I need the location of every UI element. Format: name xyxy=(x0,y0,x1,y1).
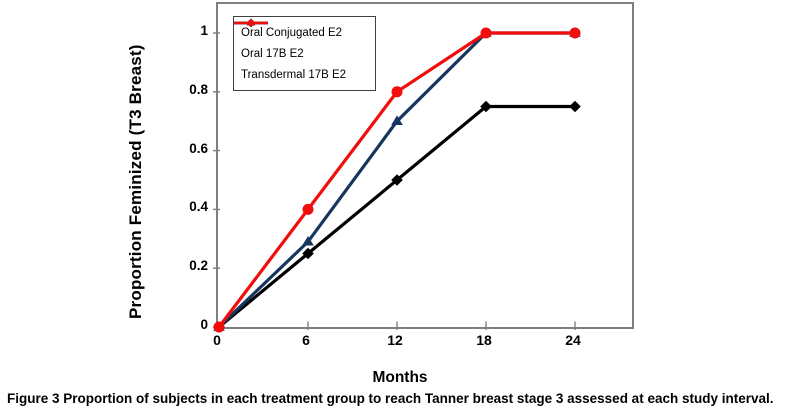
y-tick-label: 0 xyxy=(200,317,208,332)
data-point-marker xyxy=(302,203,314,215)
x-tick-label: 6 xyxy=(302,332,310,348)
circle-marker-icon xyxy=(234,19,268,27)
legend-item: Oral 17B E2 xyxy=(234,18,371,64)
y-tick-label: 0.8 xyxy=(189,81,208,97)
data-point-marker xyxy=(391,174,403,186)
x-tick-label: 12 xyxy=(387,332,403,348)
legend-label: Transdermal 17B E2 xyxy=(241,68,347,81)
figure-caption-label: Figure 3 xyxy=(7,391,60,406)
legend-label: Oral 17B E2 xyxy=(241,47,304,60)
data-point-marker xyxy=(247,19,255,27)
series-line xyxy=(217,104,575,329)
data-point-marker xyxy=(391,115,403,125)
data-point-marker xyxy=(480,27,492,39)
data-point-marker xyxy=(391,86,403,98)
y-tick-label: 0.4 xyxy=(189,199,208,215)
x-tick-label: 24 xyxy=(565,332,581,348)
y-tick-label: 0.6 xyxy=(189,140,208,156)
data-point-marker xyxy=(213,321,225,333)
x-tick-label: 18 xyxy=(476,332,492,348)
x-axis-title: Months xyxy=(372,369,428,386)
x-tick-label: 0 xyxy=(213,332,221,348)
legend-box: Oral Conjugated E2 Oral 17B E2 Transdermal… xyxy=(233,16,376,91)
chart-canvas xyxy=(213,27,581,333)
data-point-marker xyxy=(302,247,314,260)
data-point-marker xyxy=(302,235,314,246)
data-point-marker xyxy=(480,100,492,113)
y-tick-label: 1 xyxy=(200,23,208,38)
data-point-marker xyxy=(569,100,581,113)
plot-area: Oral Conjugated E2 Oral 17B E2 Transdermal… xyxy=(213,2,634,333)
legend-item: Transdermal 17B E2 xyxy=(234,19,371,85)
data-point-marker xyxy=(569,27,581,39)
figure-caption: Figure 3 Proportion of subjects in each … xyxy=(7,391,791,406)
legend-label: Oral Conjugated E2 xyxy=(241,26,343,39)
y-axis-title: Proportion Feminized (T3 Breast) xyxy=(126,44,145,320)
y-tick-label: 0.2 xyxy=(189,258,208,274)
figure-caption-text: Proportion of subjects in each treatment… xyxy=(63,391,774,406)
